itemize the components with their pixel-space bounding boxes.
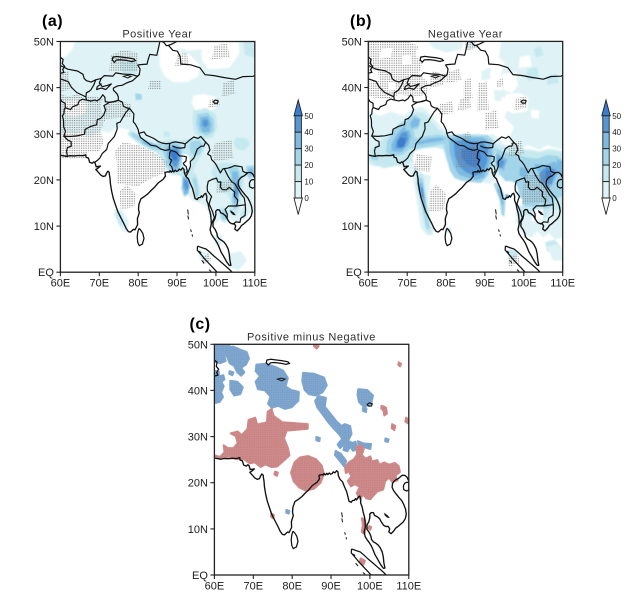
svg-text:60E: 60E [51,278,71,290]
svg-text:60E: 60E [359,278,379,290]
svg-text:10: 10 [304,178,313,187]
svg-text:70E: 70E [90,278,110,290]
svg-text:EQ: EQ [38,267,54,279]
svg-text:100E: 100E [203,278,229,290]
svg-text:50: 50 [612,112,621,121]
svg-text:Positive Year: Positive Year [122,29,192,41]
svg-text:80E: 80E [282,581,302,593]
svg-text:10N: 10N [34,221,54,233]
svg-text:(a): (a) [42,13,63,30]
svg-text:110E: 110E [396,581,421,593]
svg-text:0: 0 [612,194,617,203]
svg-text:90E: 90E [475,278,495,290]
svg-text:80E: 80E [128,278,148,290]
svg-text:110E: 110E [550,278,575,290]
svg-text:110E: 110E [242,278,267,290]
svg-text:100E: 100E [511,278,537,290]
svg-text:Negative Year: Negative Year [428,29,503,41]
svg-text:40N: 40N [342,83,362,95]
svg-text:10N: 10N [342,221,362,233]
svg-text:40N: 40N [188,385,208,397]
svg-text:30N: 30N [188,432,208,444]
svg-text:20N: 20N [34,175,54,187]
svg-text:20N: 20N [342,175,362,187]
svg-text:100E: 100E [357,581,383,593]
svg-text:50: 50 [304,112,313,121]
svg-text:EQ: EQ [346,267,362,279]
svg-text:40: 40 [304,128,313,137]
svg-text:20N: 20N [188,478,208,490]
svg-text:30N: 30N [34,129,54,141]
svg-text:50N: 50N [342,36,362,48]
svg-text:30: 30 [612,145,621,154]
svg-text:70E: 70E [397,278,417,290]
svg-text:50N: 50N [34,37,54,49]
svg-text:30: 30 [304,145,313,154]
svg-text:10: 10 [612,178,621,187]
svg-text:(c): (c) [190,316,211,333]
svg-text:(b): (b) [350,13,372,30]
svg-text:40: 40 [612,128,621,137]
svg-text:60E: 60E [205,581,225,593]
svg-text:Positive minus Negative: Positive minus Negative [247,332,376,344]
svg-text:50N: 50N [188,339,208,351]
svg-text:90E: 90E [167,278,187,290]
svg-text:10N: 10N [188,524,208,536]
svg-text:20: 20 [612,161,621,170]
svg-text:80E: 80E [436,278,456,290]
svg-text:20: 20 [304,161,313,170]
svg-text:40N: 40N [34,83,54,95]
svg-text:70E: 70E [244,581,264,593]
svg-text:90E: 90E [321,581,341,593]
svg-text:EQ: EQ [192,570,208,582]
svg-text:30N: 30N [342,129,362,141]
svg-text:0: 0 [304,194,309,203]
